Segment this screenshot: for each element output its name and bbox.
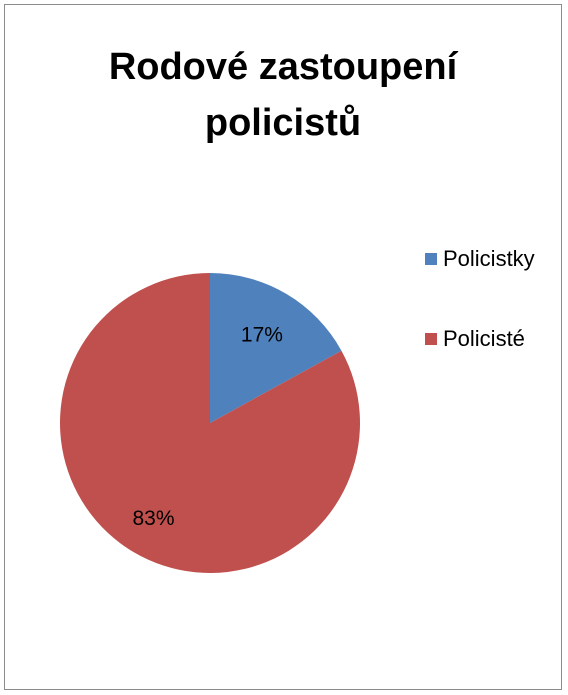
legend-swatch-policistky — [425, 253, 437, 265]
legend-item-policiste: Policisté — [425, 324, 535, 354]
pie-slice-policistky — [210, 273, 342, 423]
legend-item-policistky: Policistky — [425, 244, 535, 274]
chart-title-line-2: policistů — [204, 102, 362, 144]
chart-title-line-1: Rodové zastoupení — [108, 46, 458, 88]
data-label-policistky: 17% — [241, 324, 283, 347]
legend-label-policistky: Policistky — [443, 246, 535, 271]
pie-slice-policiste — [60, 273, 361, 574]
legend: Policistky Policisté — [425, 244, 535, 404]
legend-label-policiste: Policisté — [443, 326, 525, 351]
chart-title: Rodové zastoupení policistů — [5, 39, 561, 151]
legend-swatch-policiste — [425, 333, 437, 345]
data-label-policiste: 83% — [132, 507, 174, 530]
